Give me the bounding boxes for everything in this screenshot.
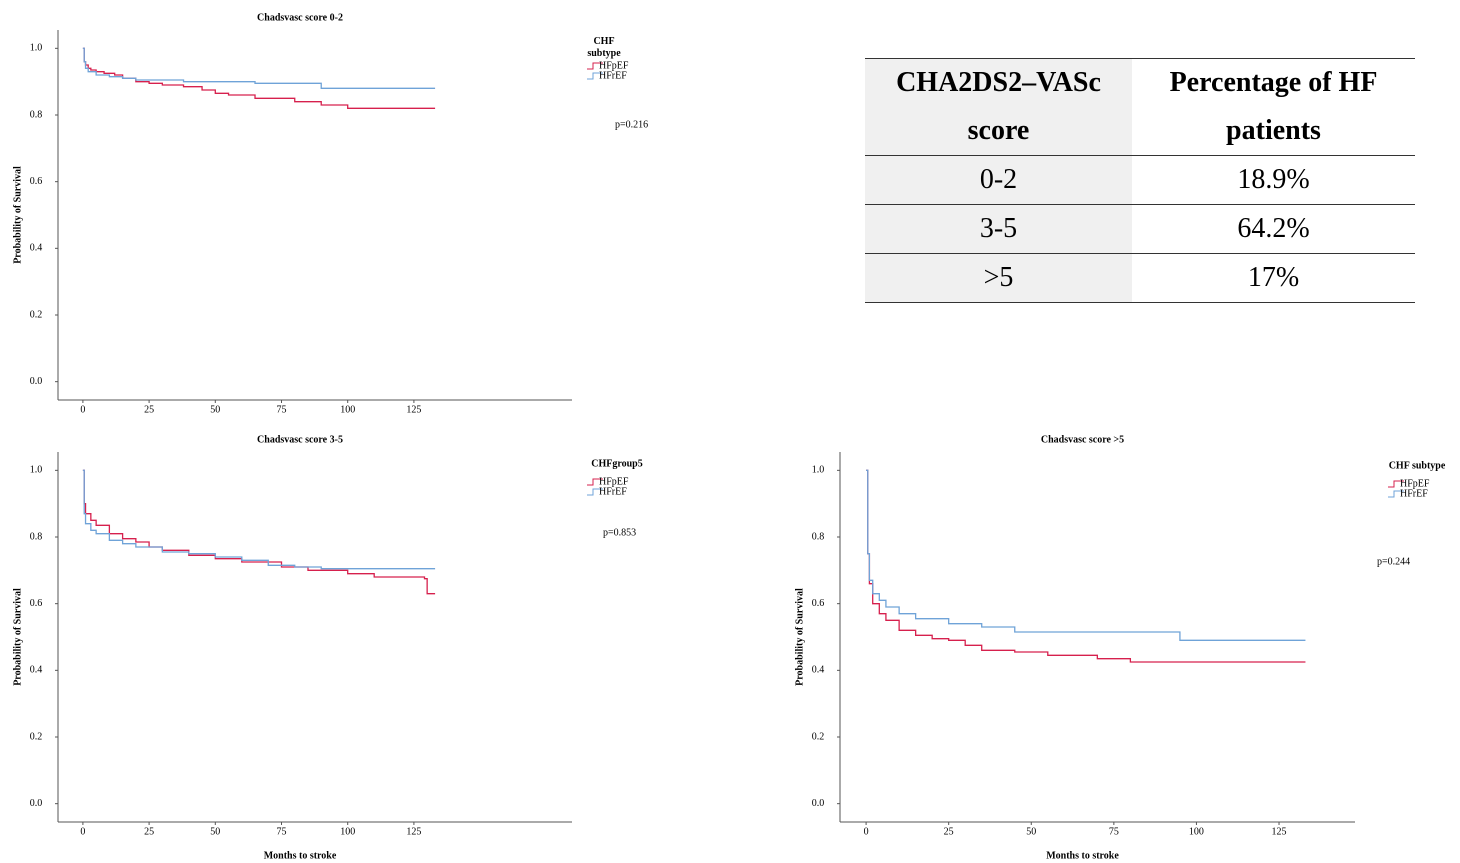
y-tick-label: 0.0 — [30, 798, 43, 809]
table-cell: 64.2% — [1132, 204, 1415, 254]
survival-curve — [82, 47, 436, 89]
header-cell: CHA2DS2–VASc score — [865, 58, 1132, 156]
y-tick-label: 0.4 — [812, 665, 825, 676]
y-tick-label: 0.0 — [30, 376, 43, 387]
survival-curve — [82, 469, 436, 570]
x-tick-label: 25 — [144, 404, 154, 415]
p-value: p=0.853 — [603, 527, 636, 538]
x-tick-label: 50 — [210, 404, 220, 415]
x-tick-label: 100 — [340, 404, 355, 415]
legend-swatch — [1388, 480, 1404, 488]
chart-title: Chadsvasc score 3-5 — [257, 434, 343, 445]
x-tick-label: 75 — [277, 404, 287, 415]
legend-label: HFrEF — [1400, 488, 1428, 499]
legend-label: HFrEF — [599, 486, 627, 497]
table-cell: 0-2 — [865, 155, 1132, 205]
x-tick-label: 0 — [80, 826, 85, 837]
table-cell: 17% — [1132, 253, 1415, 303]
table-row: 3-5 64.2% — [865, 204, 1415, 254]
y-tick-label: 0.6 — [30, 598, 43, 609]
y-tick-label: 0.2 — [812, 731, 825, 742]
y-axis-label: Probability of Survival — [794, 588, 805, 686]
y-axis-label: Probability of Survival — [12, 166, 23, 264]
legend-title: CHF subtype — [587, 36, 621, 59]
x-tick-label: 0 — [864, 826, 869, 837]
legend-swatch — [587, 72, 603, 80]
x-axis-label: Months to stroke — [1046, 850, 1119, 861]
legend-swatch — [587, 478, 603, 486]
survival-curve — [82, 47, 436, 109]
legend-swatch — [1388, 490, 1404, 498]
x-tick-label: 125 — [406, 404, 421, 415]
y-axis-label: Probability of Survival — [12, 588, 23, 686]
y-tick-label: 1.0 — [812, 465, 825, 476]
legend-label: HFpEF — [599, 476, 629, 487]
score-table: CHA2DS2–VASc score Percentage of HF pati… — [865, 58, 1415, 303]
x-tick-label: 100 — [1189, 826, 1204, 837]
x-tick-label: 25 — [144, 826, 154, 837]
table-header: CHA2DS2–VASc score Percentage of HF pati… — [865, 58, 1415, 156]
legend-label: HFrEF — [599, 70, 627, 81]
legend-swatch — [587, 62, 603, 70]
legend-title: CHF subtype — [1389, 460, 1446, 471]
y-tick-label: 0.4 — [30, 243, 43, 254]
y-tick-label: 0.8 — [30, 531, 43, 542]
y-tick-label: 0.2 — [30, 731, 43, 742]
legend-swatch — [587, 488, 603, 496]
x-tick-label: 75 — [1109, 826, 1119, 837]
x-tick-label: 100 — [340, 826, 355, 837]
y-tick-label: 1.0 — [30, 465, 43, 476]
y-tick-label: 0.8 — [812, 531, 825, 542]
x-tick-label: 125 — [406, 826, 421, 837]
table-cell: 3-5 — [865, 204, 1132, 254]
table-cell: >5 — [865, 253, 1132, 303]
survival-curve — [866, 469, 1306, 663]
x-tick-label: 125 — [1272, 826, 1287, 837]
table-cell: 18.9% — [1132, 155, 1415, 205]
p-value: p=0.244 — [1377, 556, 1410, 567]
x-axis-label: Months to stroke — [264, 850, 337, 861]
y-tick-label: 1.0 — [30, 43, 43, 54]
p-value: p=0.216 — [615, 119, 648, 130]
y-tick-label: 0.0 — [812, 798, 825, 809]
table-body: 0-2 18.9% 3-5 64.2% >5 17% — [865, 155, 1415, 303]
x-tick-label: 50 — [1026, 826, 1036, 837]
chart-title: Chadsvasc score >5 — [1041, 434, 1124, 445]
legend-title: CHFgroup5 — [591, 458, 643, 469]
y-tick-label: 0.6 — [30, 176, 43, 187]
legend-label: HFpEF — [599, 60, 629, 71]
y-tick-label: 0.8 — [30, 109, 43, 120]
legend-label: HFpEF — [1400, 478, 1430, 489]
x-tick-label: 50 — [210, 826, 220, 837]
survival-curve — [82, 469, 436, 595]
chart-title: Chadsvasc score 0-2 — [257, 12, 343, 23]
x-tick-label: 75 — [277, 826, 287, 837]
header-cell: Percentage of HF patients — [1132, 58, 1415, 156]
survival-curve — [866, 469, 1306, 641]
y-tick-label: 0.4 — [30, 665, 43, 676]
table-row: 0-2 18.9% — [865, 155, 1415, 205]
x-tick-label: 25 — [944, 826, 954, 837]
y-tick-label: 0.6 — [812, 598, 825, 609]
table-row: >5 17% — [865, 253, 1415, 303]
x-tick-label: 0 — [80, 404, 85, 415]
y-tick-label: 0.2 — [30, 309, 43, 320]
